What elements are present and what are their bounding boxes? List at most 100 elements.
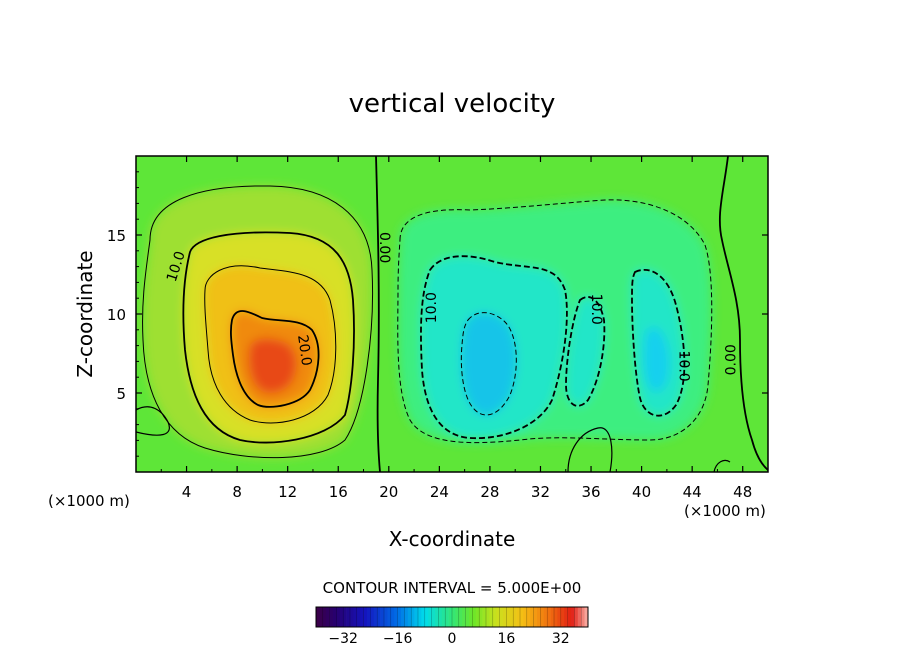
colorbar-tick-label: 0 [448, 631, 457, 647]
colorbar-cell [567, 607, 572, 627]
colorbar-cell [404, 607, 409, 627]
contour-line-minus-15 [460, 312, 517, 416]
x-tick-label: 28 [480, 483, 499, 501]
field-level-minus-10-c [566, 296, 605, 406]
colorbar-cell [475, 607, 480, 627]
colorbar-cell [329, 607, 334, 627]
colorbar-cell [574, 607, 579, 627]
colorbar-cell [370, 607, 375, 627]
colorbar-cell [384, 607, 388, 627]
y-axis-ticks: 5 10 15 [107, 171, 768, 457]
colorbar-cell [513, 607, 517, 627]
field-level-plus-25 [248, 338, 297, 394]
x-axis-label: X-coordinate [389, 527, 516, 551]
y-tick-label: 5 [116, 385, 126, 403]
colorbar-cell [482, 607, 487, 627]
colorbar-cell [458, 607, 463, 627]
colorbar-ticks: −32 −16 0 16 32 [328, 631, 569, 647]
colorbar-cell [438, 607, 443, 627]
contour-line-minus-10-b [631, 268, 686, 417]
colorbar-cell [319, 607, 324, 627]
x-tick-label: 24 [430, 483, 449, 501]
contour-line-minus-10-c [565, 296, 606, 407]
colorbar-cell [506, 607, 511, 627]
colorbar-cell [414, 607, 419, 627]
colorbar-cell [547, 607, 551, 627]
colorbar-cell [479, 607, 483, 627]
colorbar-tick-label: 32 [552, 631, 570, 647]
colorbar-cell [343, 607, 347, 627]
y-tick-label: 15 [107, 227, 126, 245]
field-fill [142, 185, 712, 458]
colorbar-cell [394, 607, 398, 627]
x-tick-label: 32 [531, 483, 550, 501]
colorbar-cell [336, 607, 341, 627]
colorbar-cell [560, 607, 565, 627]
colorbar-cell [503, 607, 507, 627]
colorbar-cell [407, 607, 412, 627]
colorbar-cell [557, 607, 562, 627]
colorbar-cell [509, 607, 514, 627]
colorbar-cell [421, 607, 426, 627]
colorbar-cell [537, 607, 541, 627]
colorbar-cell [441, 607, 446, 627]
colorbar-cell [431, 607, 436, 627]
colorbar-cell [346, 607, 351, 627]
colorbar-cell [322, 607, 327, 627]
colorbar-cell [339, 607, 344, 627]
colorbar-cell [377, 607, 381, 627]
y-tick-label: 10 [107, 306, 126, 324]
colorbar-cell [533, 607, 538, 627]
x-tick-label: 20 [379, 483, 398, 501]
contour-line-zero [375, 156, 381, 472]
colorbar-tick-label: −32 [328, 631, 358, 647]
colorbar-cell [523, 607, 528, 627]
colorbar-cell [360, 607, 364, 627]
colorbar-cell [316, 607, 320, 627]
contour-line-plus-20 [230, 310, 320, 408]
contour-label: 0.00 [723, 344, 739, 375]
contour-line-plus-5 [142, 185, 373, 459]
colorbar-cell [363, 607, 368, 627]
colorbar-cell [445, 607, 449, 627]
contour-interval-text: CONTOUR INTERVAL = 5.000E+00 [323, 579, 582, 597]
contour-line-zero-bottom-b [713, 459, 731, 472]
x-tick-label: 12 [278, 483, 297, 501]
colorbar-cell [401, 607, 405, 627]
colorbar-cell [584, 607, 589, 627]
colorbar-cell [356, 607, 361, 627]
colorbar-cell [516, 607, 521, 627]
colorbar-cell [326, 607, 330, 627]
colorbar-cell [486, 607, 490, 627]
colorbar-cell [353, 607, 358, 627]
contour-label: 0.00 [376, 232, 392, 263]
colorbar-frame [315, 606, 589, 628]
colorbar-cell [577, 607, 582, 627]
colorbar-cell [448, 607, 453, 627]
colorbar-cell [435, 607, 439, 627]
colorbar-cell [469, 607, 473, 627]
colorbar-cell [550, 607, 555, 627]
colorbar-cell [581, 607, 585, 627]
colorbar-tick-label: 16 [497, 631, 515, 647]
colorbar-cell [489, 607, 494, 627]
colorbar-cell [571, 607, 575, 627]
colorbar-cell [455, 607, 460, 627]
colorbar-cell [452, 607, 456, 627]
contour-line-plus-15 [204, 265, 337, 424]
x-tick-label: 40 [632, 483, 651, 501]
contour-label: 10.0 [588, 294, 604, 325]
colorbar-cell [540, 607, 545, 627]
colorbar-cell [367, 607, 371, 627]
y-axis-label: Z-coordinate [73, 250, 97, 377]
contour-label: 10.0 [424, 292, 440, 323]
colorbar-cell [499, 607, 504, 627]
colorbar-cell [465, 607, 470, 627]
x-tick-label: 36 [581, 483, 600, 501]
colorbar-cell [380, 607, 385, 627]
colorbar-cell [387, 607, 392, 627]
colorbar [315, 606, 589, 628]
